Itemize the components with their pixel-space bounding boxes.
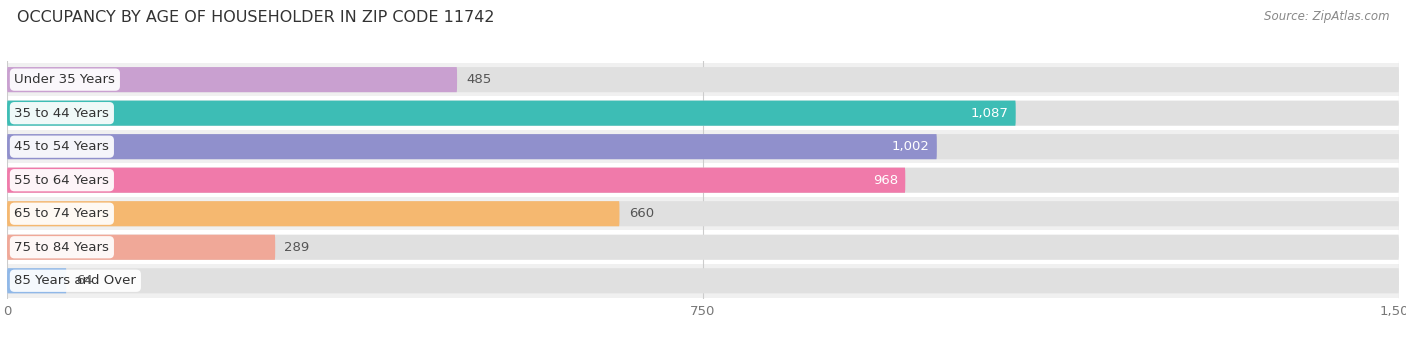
Text: 75 to 84 Years: 75 to 84 Years — [14, 241, 110, 254]
Text: 485: 485 — [467, 73, 492, 86]
FancyBboxPatch shape — [7, 264, 1399, 298]
FancyBboxPatch shape — [7, 201, 1399, 226]
FancyBboxPatch shape — [7, 168, 1399, 193]
Text: 45 to 54 Years: 45 to 54 Years — [14, 140, 110, 153]
FancyBboxPatch shape — [7, 134, 1399, 159]
FancyBboxPatch shape — [7, 235, 276, 260]
FancyBboxPatch shape — [7, 230, 1399, 264]
FancyBboxPatch shape — [7, 268, 66, 293]
FancyBboxPatch shape — [7, 235, 1399, 260]
Text: 289: 289 — [284, 241, 309, 254]
Text: 660: 660 — [628, 207, 654, 220]
Text: 85 Years and Over: 85 Years and Over — [14, 274, 136, 287]
FancyBboxPatch shape — [7, 101, 1015, 126]
Text: 1,087: 1,087 — [970, 107, 1008, 120]
FancyBboxPatch shape — [7, 67, 457, 92]
FancyBboxPatch shape — [7, 197, 1399, 231]
FancyBboxPatch shape — [7, 163, 1399, 197]
Text: Under 35 Years: Under 35 Years — [14, 73, 115, 86]
Text: 55 to 64 Years: 55 to 64 Years — [14, 174, 110, 187]
FancyBboxPatch shape — [7, 130, 1399, 164]
Text: OCCUPANCY BY AGE OF HOUSEHOLDER IN ZIP CODE 11742: OCCUPANCY BY AGE OF HOUSEHOLDER IN ZIP C… — [17, 10, 495, 25]
Text: Source: ZipAtlas.com: Source: ZipAtlas.com — [1264, 10, 1389, 23]
Text: 35 to 44 Years: 35 to 44 Years — [14, 107, 110, 120]
FancyBboxPatch shape — [7, 268, 1399, 293]
Text: 65 to 74 Years: 65 to 74 Years — [14, 207, 110, 220]
FancyBboxPatch shape — [7, 63, 1399, 97]
FancyBboxPatch shape — [7, 96, 1399, 130]
FancyBboxPatch shape — [7, 134, 936, 159]
Text: 1,002: 1,002 — [891, 140, 929, 153]
Text: 968: 968 — [873, 174, 898, 187]
FancyBboxPatch shape — [7, 168, 905, 193]
FancyBboxPatch shape — [7, 67, 1399, 92]
Text: 64: 64 — [76, 274, 93, 287]
FancyBboxPatch shape — [7, 201, 620, 226]
FancyBboxPatch shape — [7, 101, 1399, 126]
